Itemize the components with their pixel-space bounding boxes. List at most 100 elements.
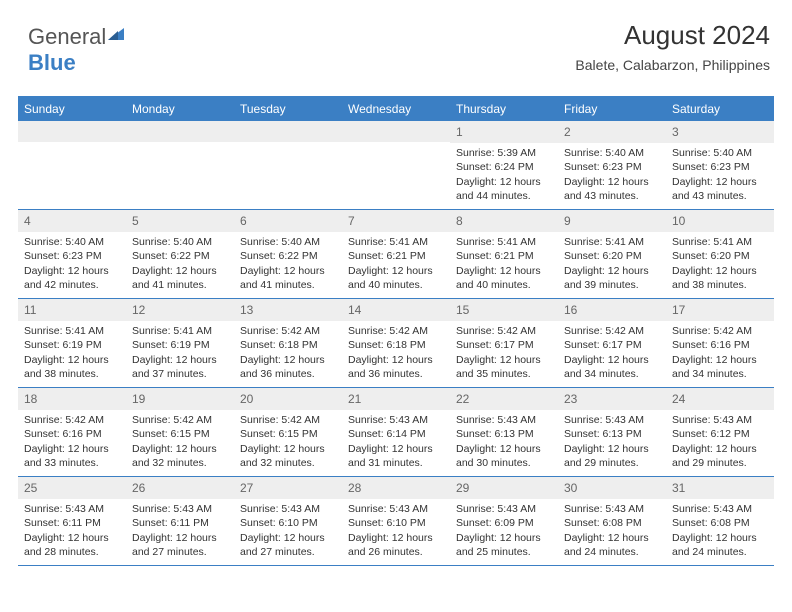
day-cell: 21Sunrise: 5:43 AMSunset: 6:14 PMDayligh… [342, 388, 450, 476]
week-row: 18Sunrise: 5:42 AMSunset: 6:16 PMDayligh… [18, 388, 774, 477]
day-number: 9 [558, 210, 666, 232]
day-details: Sunrise: 5:43 AMSunset: 6:13 PMDaylight:… [558, 410, 666, 474]
day-number-empty [342, 121, 450, 142]
day-details: Sunrise: 5:40 AMSunset: 6:23 PMDaylight:… [666, 143, 774, 207]
month-title: August 2024 [575, 20, 770, 51]
week-row: 11Sunrise: 5:41 AMSunset: 6:19 PMDayligh… [18, 299, 774, 388]
day-cell: 2Sunrise: 5:40 AMSunset: 6:23 PMDaylight… [558, 121, 666, 209]
day-number: 12 [126, 299, 234, 321]
day-cell: 12Sunrise: 5:41 AMSunset: 6:19 PMDayligh… [126, 299, 234, 387]
day-cell: 17Sunrise: 5:42 AMSunset: 6:16 PMDayligh… [666, 299, 774, 387]
day-details: Sunrise: 5:42 AMSunset: 6:16 PMDaylight:… [666, 321, 774, 385]
weekday-header: Monday [126, 97, 234, 121]
day-cell: 28Sunrise: 5:43 AMSunset: 6:10 PMDayligh… [342, 477, 450, 565]
week-row: 1Sunrise: 5:39 AMSunset: 6:24 PMDaylight… [18, 121, 774, 210]
day-number: 16 [558, 299, 666, 321]
day-details: Sunrise: 5:40 AMSunset: 6:23 PMDaylight:… [18, 232, 126, 296]
day-cell: 11Sunrise: 5:41 AMSunset: 6:19 PMDayligh… [18, 299, 126, 387]
day-cell: 25Sunrise: 5:43 AMSunset: 6:11 PMDayligh… [18, 477, 126, 565]
day-details: Sunrise: 5:42 AMSunset: 6:18 PMDaylight:… [342, 321, 450, 385]
logo-word1: General [28, 24, 106, 49]
day-details: Sunrise: 5:41 AMSunset: 6:21 PMDaylight:… [450, 232, 558, 296]
day-details: Sunrise: 5:40 AMSunset: 6:22 PMDaylight:… [126, 232, 234, 296]
day-number: 2 [558, 121, 666, 143]
day-details: Sunrise: 5:43 AMSunset: 6:12 PMDaylight:… [666, 410, 774, 474]
day-cell [126, 121, 234, 209]
day-details: Sunrise: 5:43 AMSunset: 6:10 PMDaylight:… [342, 499, 450, 563]
day-details: Sunrise: 5:42 AMSunset: 6:15 PMDaylight:… [126, 410, 234, 474]
logo: General Blue [28, 22, 128, 76]
day-cell: 1Sunrise: 5:39 AMSunset: 6:24 PMDaylight… [450, 121, 558, 209]
day-cell: 8Sunrise: 5:41 AMSunset: 6:21 PMDaylight… [450, 210, 558, 298]
day-number: 13 [234, 299, 342, 321]
day-cell: 7Sunrise: 5:41 AMSunset: 6:21 PMDaylight… [342, 210, 450, 298]
day-details: Sunrise: 5:42 AMSunset: 6:16 PMDaylight:… [18, 410, 126, 474]
weekday-header: Thursday [450, 97, 558, 121]
day-number: 21 [342, 388, 450, 410]
day-number: 28 [342, 477, 450, 499]
day-number: 5 [126, 210, 234, 232]
day-cell: 3Sunrise: 5:40 AMSunset: 6:23 PMDaylight… [666, 121, 774, 209]
day-details: Sunrise: 5:42 AMSunset: 6:18 PMDaylight:… [234, 321, 342, 385]
day-number-empty [234, 121, 342, 142]
day-number: 18 [18, 388, 126, 410]
day-details: Sunrise: 5:42 AMSunset: 6:17 PMDaylight:… [450, 321, 558, 385]
day-details: Sunrise: 5:42 AMSunset: 6:15 PMDaylight:… [234, 410, 342, 474]
day-cell: 13Sunrise: 5:42 AMSunset: 6:18 PMDayligh… [234, 299, 342, 387]
day-details: Sunrise: 5:43 AMSunset: 6:10 PMDaylight:… [234, 499, 342, 563]
day-number: 26 [126, 477, 234, 499]
weekday-header: Friday [558, 97, 666, 121]
day-details: Sunrise: 5:40 AMSunset: 6:23 PMDaylight:… [558, 143, 666, 207]
day-number: 6 [234, 210, 342, 232]
day-cell: 16Sunrise: 5:42 AMSunset: 6:17 PMDayligh… [558, 299, 666, 387]
day-details: Sunrise: 5:43 AMSunset: 6:08 PMDaylight:… [666, 499, 774, 563]
weekday-header: Saturday [666, 97, 774, 121]
weekday-header: Tuesday [234, 97, 342, 121]
day-number: 22 [450, 388, 558, 410]
day-cell [18, 121, 126, 209]
day-cell [234, 121, 342, 209]
day-number: 14 [342, 299, 450, 321]
day-cell: 23Sunrise: 5:43 AMSunset: 6:13 PMDayligh… [558, 388, 666, 476]
header-block: August 2024 Balete, Calabarzon, Philippi… [575, 20, 770, 73]
day-number: 7 [342, 210, 450, 232]
day-number-empty [126, 121, 234, 142]
day-cell: 20Sunrise: 5:42 AMSunset: 6:15 PMDayligh… [234, 388, 342, 476]
day-cell: 15Sunrise: 5:42 AMSunset: 6:17 PMDayligh… [450, 299, 558, 387]
day-details: Sunrise: 5:43 AMSunset: 6:14 PMDaylight:… [342, 410, 450, 474]
calendar-grid: SundayMondayTuesdayWednesdayThursdayFrid… [18, 96, 774, 566]
day-details: Sunrise: 5:43 AMSunset: 6:09 PMDaylight:… [450, 499, 558, 563]
day-details: Sunrise: 5:41 AMSunset: 6:19 PMDaylight:… [18, 321, 126, 385]
day-cell: 9Sunrise: 5:41 AMSunset: 6:20 PMDaylight… [558, 210, 666, 298]
location-text: Balete, Calabarzon, Philippines [575, 57, 770, 73]
day-details: Sunrise: 5:43 AMSunset: 6:11 PMDaylight:… [18, 499, 126, 563]
day-cell: 4Sunrise: 5:40 AMSunset: 6:23 PMDaylight… [18, 210, 126, 298]
logo-sail-icon [108, 22, 128, 48]
day-cell: 10Sunrise: 5:41 AMSunset: 6:20 PMDayligh… [666, 210, 774, 298]
day-cell: 27Sunrise: 5:43 AMSunset: 6:10 PMDayligh… [234, 477, 342, 565]
day-details: Sunrise: 5:41 AMSunset: 6:20 PMDaylight:… [666, 232, 774, 296]
logo-word2: Blue [28, 50, 76, 75]
day-number: 11 [18, 299, 126, 321]
day-details: Sunrise: 5:41 AMSunset: 6:19 PMDaylight:… [126, 321, 234, 385]
day-number: 29 [450, 477, 558, 499]
day-cell: 14Sunrise: 5:42 AMSunset: 6:18 PMDayligh… [342, 299, 450, 387]
day-details: Sunrise: 5:43 AMSunset: 6:11 PMDaylight:… [126, 499, 234, 563]
day-number: 10 [666, 210, 774, 232]
day-details: Sunrise: 5:43 AMSunset: 6:13 PMDaylight:… [450, 410, 558, 474]
day-number: 8 [450, 210, 558, 232]
weekday-header: Sunday [18, 97, 126, 121]
week-row: 4Sunrise: 5:40 AMSunset: 6:23 PMDaylight… [18, 210, 774, 299]
day-number: 27 [234, 477, 342, 499]
day-number: 3 [666, 121, 774, 143]
day-details: Sunrise: 5:41 AMSunset: 6:21 PMDaylight:… [342, 232, 450, 296]
day-cell: 19Sunrise: 5:42 AMSunset: 6:15 PMDayligh… [126, 388, 234, 476]
weekday-header: Wednesday [342, 97, 450, 121]
day-number: 4 [18, 210, 126, 232]
day-number: 20 [234, 388, 342, 410]
day-number: 17 [666, 299, 774, 321]
day-number: 1 [450, 121, 558, 143]
day-cell: 29Sunrise: 5:43 AMSunset: 6:09 PMDayligh… [450, 477, 558, 565]
day-cell: 31Sunrise: 5:43 AMSunset: 6:08 PMDayligh… [666, 477, 774, 565]
day-number: 31 [666, 477, 774, 499]
